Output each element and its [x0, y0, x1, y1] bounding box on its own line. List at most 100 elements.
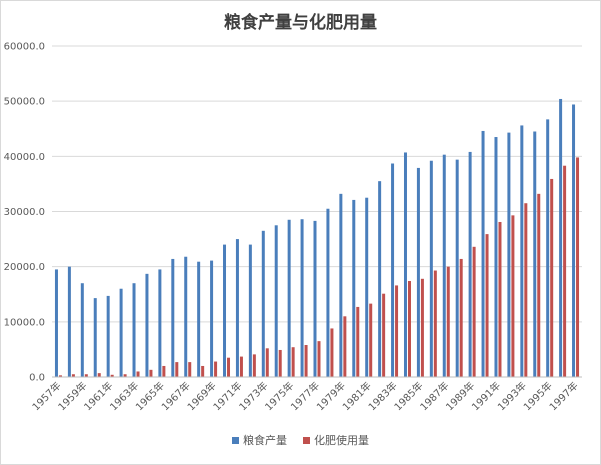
bar-grain — [429, 160, 433, 377]
bar-fertilizer — [175, 362, 179, 377]
bar-grain — [93, 298, 97, 377]
bar-grain — [442, 154, 446, 377]
bar-grain — [235, 239, 239, 377]
bar-grain — [494, 137, 498, 377]
bar-fertilizer — [71, 374, 75, 377]
bar-grain — [171, 258, 175, 377]
bar-grain — [274, 225, 278, 377]
bar-grain — [520, 125, 524, 377]
bar-grain — [339, 193, 343, 377]
y-tick-label: 60000.0 — [4, 42, 45, 53]
bar-fertilizer — [252, 354, 256, 377]
legend-label-fertilizer: 化肥使用量 — [314, 434, 369, 447]
bar-fertilizer — [407, 281, 411, 377]
bar-fertilizer — [356, 306, 360, 377]
bar-grain — [132, 283, 136, 377]
bar-grain — [572, 104, 576, 377]
bar-fertilizer — [149, 369, 153, 377]
bar-grain — [261, 230, 265, 377]
bar-fertilizer — [395, 285, 399, 377]
bar-grain — [481, 130, 485, 377]
bar-fertilizer — [227, 357, 231, 377]
bar-grain — [352, 199, 356, 377]
bar-fertilizer — [317, 341, 321, 377]
bar-fertilizer — [84, 374, 88, 377]
y-tick-label: 20000.0 — [4, 262, 45, 273]
bar-grain — [54, 269, 58, 377]
legend: 粮食产量 化肥使用量 — [0, 432, 601, 448]
bar-grain — [184, 256, 188, 377]
gridlines — [52, 45, 582, 323]
x-tick-label: 1997年 — [546, 379, 580, 413]
bar-fertilizer — [201, 365, 205, 377]
bar-fertilizer — [524, 203, 528, 377]
bar-grain — [416, 167, 420, 377]
chart-title: 粮食产量与化肥用量 — [224, 13, 377, 33]
bar-fertilizer — [459, 258, 463, 377]
bar-grain — [210, 260, 214, 377]
bar-grain — [365, 197, 369, 377]
bar-grain — [455, 159, 459, 377]
bar-grain — [326, 208, 330, 377]
bar-fertilizer — [485, 234, 489, 377]
bar-grain — [158, 269, 162, 377]
bar-grain — [248, 244, 252, 377]
bar-grain — [106, 295, 110, 377]
bar-fertilizer — [110, 374, 114, 377]
bar-grain — [67, 266, 71, 377]
bar-grain — [300, 219, 304, 377]
y-tick-label: 50000.0 — [4, 97, 45, 108]
bar-grain — [313, 220, 317, 377]
bar-grain — [378, 181, 382, 377]
bar-grain — [533, 131, 537, 377]
legend-swatch-grain — [232, 436, 239, 444]
bar-grain — [546, 119, 550, 377]
y-axis-ticks: 0.0 10000.0 20000.0 30000.0 40000.0 50000.0 60… — [4, 42, 45, 384]
bar-grain — [559, 98, 563, 378]
x-axis-ticks: 1957年1959年1961年1963年1965年1967年1969年1971年… — [29, 379, 580, 413]
bar-fertilizer — [537, 193, 541, 377]
bar-grain — [223, 244, 227, 377]
bar-grain — [80, 283, 84, 377]
bar-fertilizer — [446, 266, 450, 377]
y-tick-label: 0.0 — [29, 373, 45, 384]
bar-fertilizer — [369, 303, 373, 377]
bar-fertilizer — [343, 316, 347, 377]
bar-fertilizer — [563, 165, 567, 377]
legend-label-grain: 粮食产量 — [243, 434, 287, 447]
bar-grain — [507, 132, 511, 377]
bar-grain — [468, 151, 472, 377]
bar-fertilizer — [291, 347, 295, 377]
y-tick-label: 40000.0 — [4, 152, 45, 163]
legend-item-fertilizer: 化肥使用量 — [303, 432, 369, 448]
bar-fertilizer — [472, 246, 476, 377]
bar-fertilizer — [239, 356, 243, 377]
bar-fertilizer — [330, 328, 334, 377]
bar-grain — [119, 288, 123, 377]
bar-fertilizer — [188, 362, 192, 377]
bar-fertilizer — [123, 374, 127, 377]
bar-grain — [145, 273, 149, 377]
bar-fertilizer — [304, 345, 308, 377]
bars — [54, 98, 580, 378]
legend-swatch-fertilizer — [303, 436, 310, 444]
y-tick-label: 30000.0 — [4, 207, 45, 218]
bar-fertilizer — [214, 361, 218, 377]
bar-fertilizer — [498, 221, 502, 377]
bar-fertilizer — [511, 215, 515, 377]
bar-fertilizer — [576, 157, 580, 377]
bar-fertilizer — [58, 375, 62, 377]
y-tick-label: 10000.0 — [4, 317, 45, 328]
legend-item-grain: 粮食产量 — [232, 432, 287, 448]
bar-grain — [197, 261, 201, 377]
bar-grain — [403, 152, 407, 377]
bar-fertilizer — [265, 348, 269, 377]
bar-fertilizer — [162, 365, 166, 377]
bar-fertilizer — [420, 278, 424, 377]
bar-fertilizer — [382, 293, 386, 377]
bar-grain — [391, 163, 395, 377]
bar-fertilizer — [97, 373, 101, 377]
bar-fertilizer — [278, 349, 282, 377]
bar-fertilizer — [550, 178, 554, 377]
